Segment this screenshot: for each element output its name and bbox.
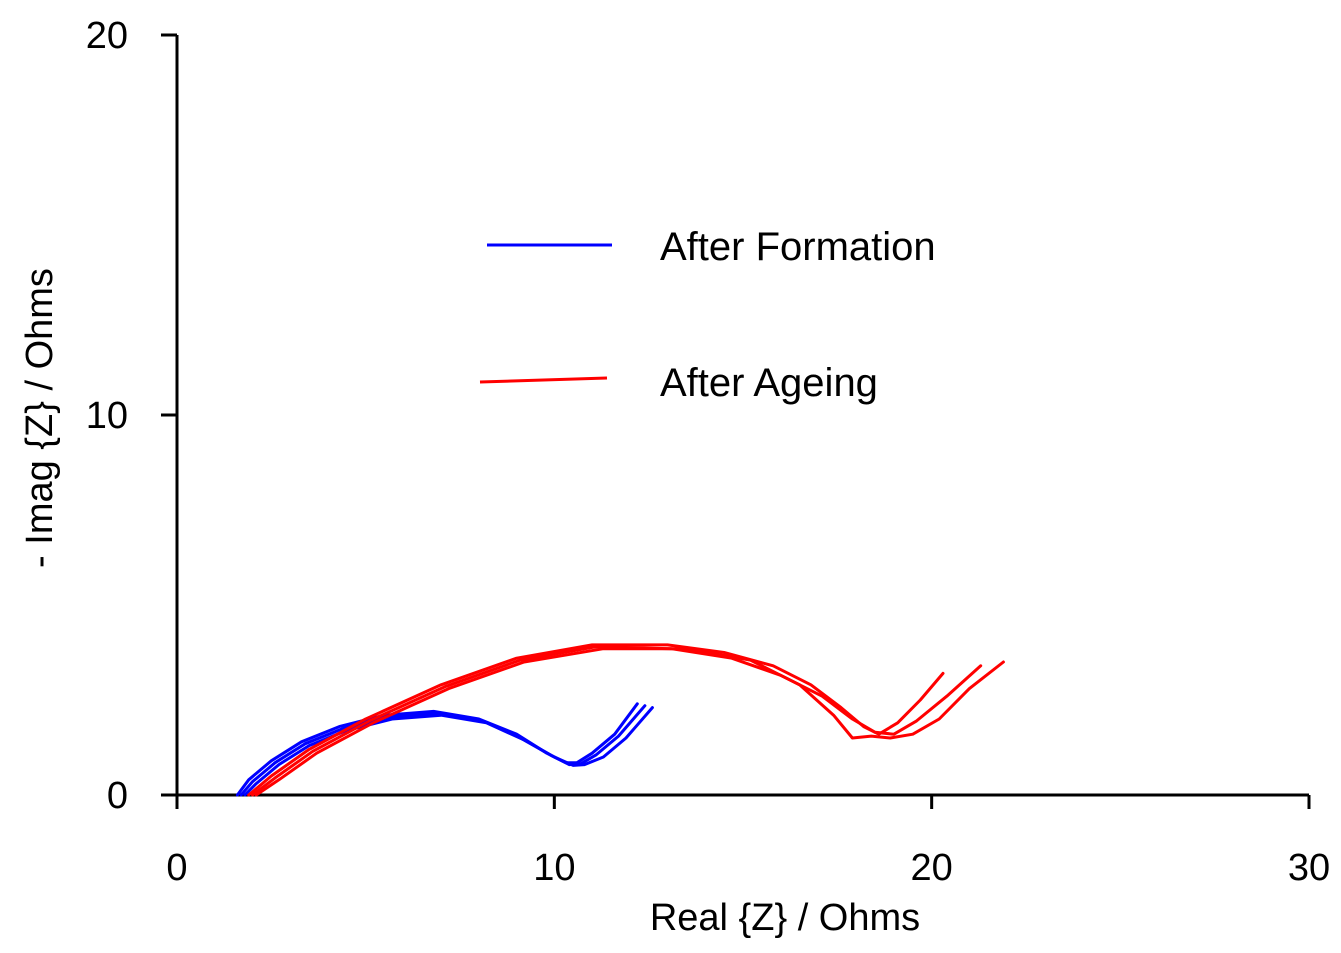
x-tick-label: 30 [1288,847,1330,889]
tick-marks [161,33,1311,809]
series-line-after-ageing-1 [247,643,945,797]
axes [175,35,1309,797]
series-group [235,643,1005,797]
x-tick-label: 10 [533,847,575,889]
y-axis-title: - Imag {Z} / Ohms [19,268,61,568]
y-tick-label: 20 [86,15,128,57]
x-tick-label: 0 [166,847,187,889]
y-tick-label: 10 [86,395,128,437]
tick-labels: 0 10 20 30 0 10 20 [86,15,1330,889]
series-line-after-ageing-3 [254,647,1005,797]
legend-swatch-after-ageing [479,376,608,384]
legend-label-after-formation: After Formation [660,225,936,269]
legend-label-after-ageing: After Ageing [660,361,878,405]
x-axis-title: Real {Z} / Ohms [650,897,920,939]
y-tick-label: 0 [107,775,128,817]
series-line-after-formation-3 [243,706,654,797]
legend: After Formation After Ageing [479,225,936,405]
x-tick-label: 20 [911,847,953,889]
